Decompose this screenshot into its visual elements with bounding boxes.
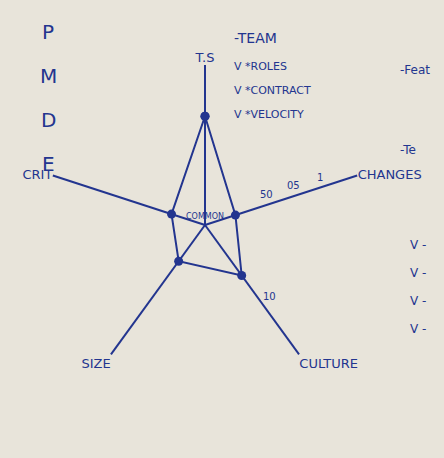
svg-text:05: 05	[287, 180, 300, 191]
svg-text:-TEAM: -TEAM	[234, 30, 277, 46]
svg-text:CRIT: CRIT	[22, 167, 52, 182]
svg-text:CULTURE: CULTURE	[299, 356, 358, 371]
svg-text:-Feat: -Feat	[400, 63, 430, 77]
svg-text:V -: V -	[410, 266, 426, 280]
svg-text:M: M	[40, 64, 57, 88]
svg-text:50: 50	[260, 189, 273, 200]
svg-text:COMMON: COMMON	[186, 212, 224, 221]
svg-text:-Te: -Te	[400, 143, 416, 157]
svg-text:V *VELOCITY: V *VELOCITY	[234, 108, 304, 121]
svg-text:D: D	[41, 108, 56, 132]
svg-text:P: P	[42, 20, 54, 44]
svg-text:CHANGES: CHANGES	[358, 167, 422, 182]
svg-text:V *ROLES: V *ROLES	[234, 60, 287, 73]
svg-text:T.S: T.S	[195, 50, 215, 65]
svg-text:1: 1	[317, 172, 323, 183]
svg-text:SIZE: SIZE	[81, 356, 110, 371]
svg-text:E: E	[42, 152, 55, 176]
svg-text:V -: V -	[410, 238, 426, 252]
svg-text:10: 10	[263, 291, 276, 302]
svg-text:V -: V -	[410, 294, 426, 308]
svg-text:V *CONTRACT: V *CONTRACT	[234, 84, 311, 97]
svg-text:V -: V -	[410, 322, 426, 336]
